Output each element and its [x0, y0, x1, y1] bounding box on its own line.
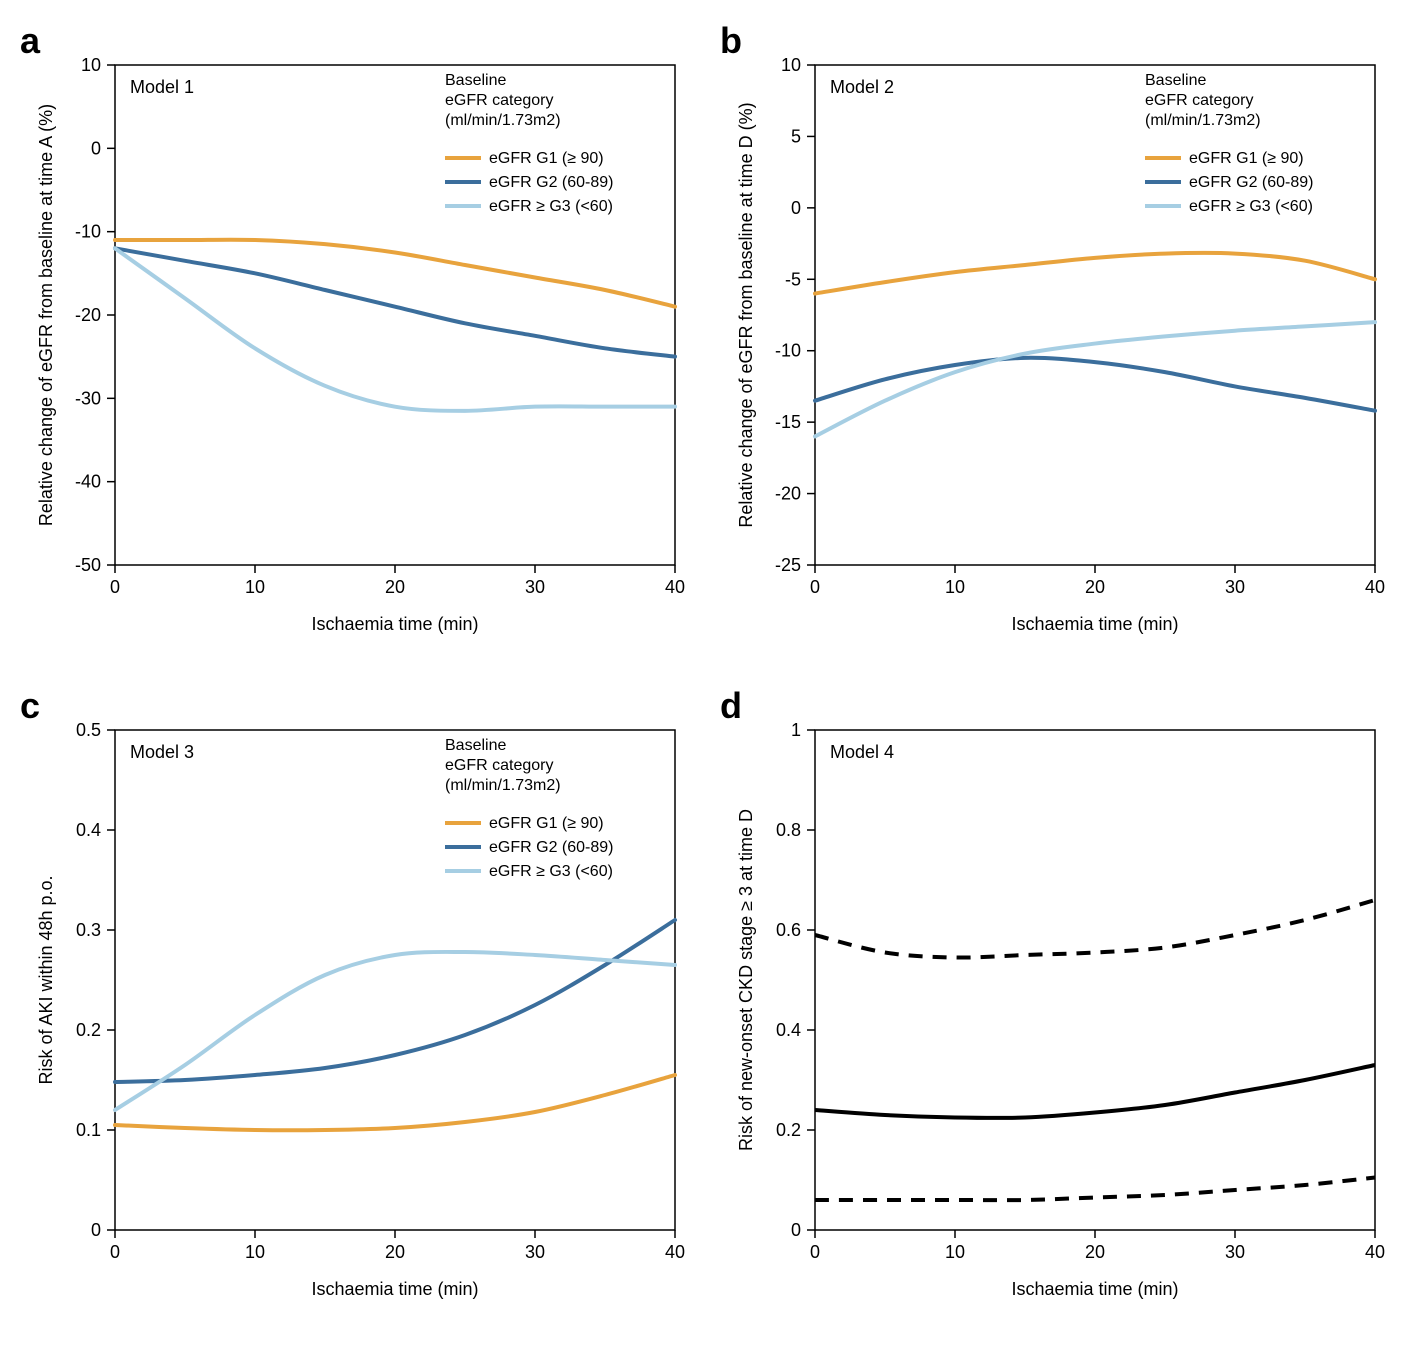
- svg-text:eGFR ≥ G3 (<60): eGFR ≥ G3 (<60): [489, 863, 613, 880]
- svg-text:Relative change of eGFR from b: Relative change of eGFR from baseline at…: [736, 102, 756, 527]
- panel-b: b 0 10 20 30 40 -25 -20 -15 -10 -5 0 5 10 Ischaemia t…: [720, 20, 1400, 665]
- svg-text:eGFR G2 (60-89): eGFR G2 (60-89): [489, 839, 613, 856]
- svg-text:eGFR ≥ G3 (<60): eGFR ≥ G3 (<60): [489, 198, 613, 215]
- svg-text:Ischaemia time (min): Ischaemia time (min): [311, 614, 478, 634]
- svg-text:0: 0: [91, 138, 101, 158]
- svg-text:0: 0: [91, 1220, 101, 1240]
- svg-text:20: 20: [385, 1242, 405, 1262]
- svg-text:Risk of new-onset CKD stage ≥: Risk of new-onset CKD stage ≥ 3 at time …: [736, 808, 756, 1150]
- svg-text:Ischaemia time (min): Ischaemia time (min): [1011, 614, 1178, 634]
- svg-text:-25: -25: [775, 555, 801, 575]
- svg-text:0.2: 0.2: [76, 1020, 101, 1040]
- svg-text:Model 1: Model 1: [130, 77, 194, 97]
- panel-a: a 0 10 20 30 40 -50 -40 -30 -20 -10 0 10 Ischaemia t…: [20, 20, 700, 665]
- svg-text:-40: -40: [75, 472, 101, 492]
- svg-text:0.1: 0.1: [76, 1120, 101, 1140]
- svg-text:Ischaemia time (min): Ischaemia time (min): [1011, 1279, 1178, 1299]
- svg-text:0.2: 0.2: [776, 1120, 801, 1140]
- svg-text:eGFR category: eGFR category: [445, 92, 553, 109]
- svg-text:eGFR ≥ G3 (<60): eGFR ≥ G3 (<60): [1189, 198, 1313, 215]
- svg-text:0: 0: [810, 577, 820, 597]
- svg-text:-15: -15: [775, 412, 801, 432]
- panel-d: d 0 10 20 30 40 0 0.2 0.4 0.6 0.8 1 Ischaemia time …: [720, 685, 1400, 1330]
- svg-text:-20: -20: [775, 484, 801, 504]
- svg-text:eGFR G2 (60-89): eGFR G2 (60-89): [1189, 174, 1313, 191]
- svg-text:Baseline: Baseline: [445, 737, 506, 754]
- svg-text:Model 4: Model 4: [830, 742, 894, 762]
- svg-text:10: 10: [781, 55, 801, 75]
- svg-text:0.6: 0.6: [776, 920, 801, 940]
- svg-text:40: 40: [665, 577, 685, 597]
- chart-c: 0 10 20 30 40 0 0.1 0.2 0.3 0.4 0.5 Ischaemia time …: [20, 685, 700, 1325]
- svg-text:Baseline: Baseline: [445, 72, 506, 89]
- svg-text:eGFR G1 (≥ 90): eGFR G1 (≥ 90): [489, 815, 604, 832]
- svg-text:Model 3: Model 3: [130, 742, 194, 762]
- svg-text:0.8: 0.8: [776, 820, 801, 840]
- svg-text:0: 0: [791, 198, 801, 218]
- svg-text:-50: -50: [75, 555, 101, 575]
- svg-text:0: 0: [110, 1242, 120, 1262]
- svg-text:30: 30: [1225, 577, 1245, 597]
- svg-text:0.4: 0.4: [76, 820, 101, 840]
- svg-text:40: 40: [665, 1242, 685, 1262]
- svg-text:0.4: 0.4: [776, 1020, 801, 1040]
- panel-letter-b: b: [720, 20, 742, 62]
- svg-text:-10: -10: [75, 222, 101, 242]
- svg-text:10: 10: [945, 1242, 965, 1262]
- svg-text:30: 30: [525, 577, 545, 597]
- svg-text:30: 30: [525, 1242, 545, 1262]
- svg-text:eGFR G1 (≥ 90): eGFR G1 (≥ 90): [489, 150, 604, 167]
- svg-text:-20: -20: [75, 305, 101, 325]
- svg-text:eGFR G1 (≥ 90): eGFR G1 (≥ 90): [1189, 150, 1304, 167]
- svg-text:0: 0: [791, 1220, 801, 1240]
- panel-letter-c: c: [20, 685, 40, 727]
- svg-text:eGFR category: eGFR category: [1145, 92, 1253, 109]
- panel-c: c 0 10 20 30 40 0 0.1 0.2 0.3 0.4 0.5 Ischaemia tim…: [20, 685, 700, 1330]
- svg-text:10: 10: [245, 577, 265, 597]
- svg-text:10: 10: [245, 1242, 265, 1262]
- svg-text:0.5: 0.5: [76, 720, 101, 740]
- svg-text:0: 0: [810, 1242, 820, 1262]
- chart-d: 0 10 20 30 40 0 0.2 0.4 0.6 0.8 1 Ischaemia time (m…: [720, 685, 1400, 1325]
- svg-text:-30: -30: [75, 388, 101, 408]
- svg-text:-10: -10: [775, 341, 801, 361]
- panel-letter-d: d: [720, 685, 742, 727]
- svg-text:40: 40: [1365, 577, 1385, 597]
- svg-text:-5: -5: [785, 269, 801, 289]
- svg-text:Risk of AKI within 48h p.o.: Risk of AKI within 48h p.o.: [36, 875, 56, 1084]
- svg-text:40: 40: [1365, 1242, 1385, 1262]
- svg-text:Baseline: Baseline: [1145, 72, 1206, 89]
- svg-text:20: 20: [1085, 1242, 1105, 1262]
- svg-text:(ml/min/1.73m2): (ml/min/1.73m2): [445, 777, 561, 794]
- svg-text:Model 2: Model 2: [830, 77, 894, 97]
- svg-text:eGFR category: eGFR category: [445, 757, 553, 774]
- svg-text:(ml/min/1.73m2): (ml/min/1.73m2): [445, 112, 561, 129]
- svg-text:10: 10: [945, 577, 965, 597]
- svg-text:(ml/min/1.73m2): (ml/min/1.73m2): [1145, 112, 1261, 129]
- figure-grid: a 010203040-50-40-30-20-10010Ischaemia t…: [20, 20, 1398, 1329]
- svg-text:5: 5: [791, 126, 801, 146]
- svg-text:30: 30: [1225, 1242, 1245, 1262]
- svg-text:0: 0: [110, 577, 120, 597]
- chart-b: 0 10 20 30 40 -25 -20 -15 -10 -5 0 5 10 Ischaemia tim…: [720, 20, 1400, 660]
- svg-text:20: 20: [1085, 577, 1105, 597]
- svg-text:eGFR G2 (60-89): eGFR G2 (60-89): [489, 174, 613, 191]
- chart-a: 0 10 20 30 40 -50 -40 -30 -20 -10 0 10 Ischaemia tim…: [20, 20, 700, 660]
- panel-letter-a: a: [20, 20, 40, 62]
- svg-text:Ischaemia time (min): Ischaemia time (min): [311, 1279, 478, 1299]
- svg-text:1: 1: [791, 720, 801, 740]
- svg-text:Relative change of eGFR from b: Relative change of eGFR from baseline at…: [36, 104, 56, 526]
- svg-text:10: 10: [81, 55, 101, 75]
- svg-text:20: 20: [385, 577, 405, 597]
- svg-text:0.3: 0.3: [76, 920, 101, 940]
